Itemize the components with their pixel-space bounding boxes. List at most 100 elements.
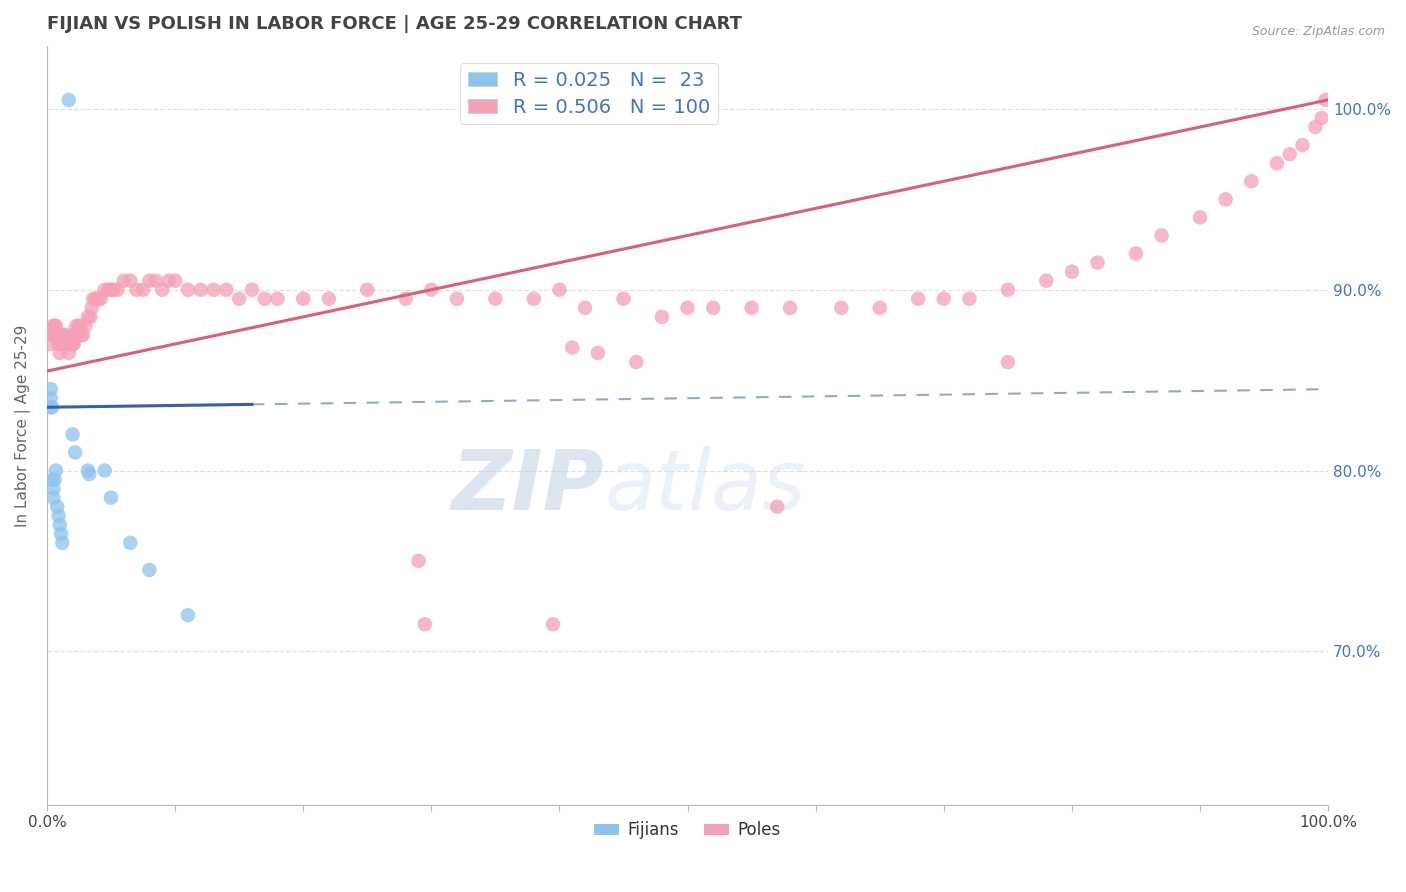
Point <box>107 283 129 297</box>
Point <box>63 445 86 459</box>
Point <box>58 93 80 107</box>
Point <box>766 500 789 514</box>
Text: ZIP: ZIP <box>451 446 605 526</box>
Point <box>651 310 673 324</box>
Point <box>1305 120 1327 134</box>
Point <box>103 283 125 297</box>
Point <box>41 473 63 487</box>
Point <box>48 337 70 351</box>
Point <box>59 337 82 351</box>
Point <box>44 318 66 333</box>
Point <box>62 337 84 351</box>
Point <box>100 283 122 297</box>
Point <box>413 617 436 632</box>
Point <box>82 292 104 306</box>
Point <box>420 283 443 297</box>
Point <box>202 283 225 297</box>
Point <box>1265 156 1288 170</box>
Point <box>523 292 546 306</box>
Point <box>165 274 187 288</box>
Point <box>60 337 83 351</box>
Point <box>49 526 72 541</box>
Point <box>869 301 891 315</box>
Point <box>39 401 62 415</box>
Point <box>574 301 596 315</box>
Point <box>51 536 73 550</box>
Point <box>120 274 142 288</box>
Point <box>46 327 69 342</box>
Point <box>177 283 200 297</box>
Point <box>907 292 929 306</box>
Point <box>612 292 634 306</box>
Point <box>1087 255 1109 269</box>
Point <box>53 337 76 351</box>
Point <box>65 318 87 333</box>
Point <box>45 318 67 333</box>
Point <box>90 292 112 306</box>
Point <box>69 318 91 333</box>
Point <box>145 274 167 288</box>
Point <box>702 301 724 315</box>
Point <box>39 391 62 405</box>
Point <box>1310 111 1333 125</box>
Point <box>77 467 100 482</box>
Point <box>39 337 62 351</box>
Point <box>1278 147 1301 161</box>
Point <box>240 283 263 297</box>
Point <box>80 301 103 315</box>
Point <box>215 283 238 297</box>
Point <box>93 464 115 478</box>
Point <box>51 327 73 342</box>
Point <box>41 327 63 342</box>
Point <box>72 327 94 342</box>
Point <box>408 554 430 568</box>
Text: FIJIAN VS POLISH IN LABOR FORCE | AGE 25-29 CORRELATION CHART: FIJIAN VS POLISH IN LABOR FORCE | AGE 25… <box>46 15 742 33</box>
Point <box>49 337 72 351</box>
Point <box>150 283 173 297</box>
Point <box>318 292 340 306</box>
Point <box>548 283 571 297</box>
Point <box>177 608 200 623</box>
Point <box>42 327 65 342</box>
Point <box>253 292 276 306</box>
Point <box>125 283 148 297</box>
Point <box>395 292 418 306</box>
Point <box>190 283 212 297</box>
Point <box>1150 228 1173 243</box>
Legend: Fijians, Poles: Fijians, Poles <box>588 814 787 846</box>
Point <box>586 346 609 360</box>
Point <box>97 283 120 297</box>
Point <box>70 327 93 342</box>
Point <box>62 327 84 342</box>
Point <box>67 318 90 333</box>
Point <box>1125 246 1147 260</box>
Point <box>356 283 378 297</box>
Point <box>39 382 62 396</box>
Point <box>93 283 115 297</box>
Text: atlas: atlas <box>605 446 806 526</box>
Point <box>49 517 72 532</box>
Point <box>42 491 65 505</box>
Point <box>55 327 77 342</box>
Point <box>56 337 79 351</box>
Point <box>62 427 84 442</box>
Point <box>55 337 77 351</box>
Point <box>87 292 110 306</box>
Point <box>49 346 72 360</box>
Point <box>1240 174 1263 188</box>
Point <box>46 500 69 514</box>
Point <box>1189 211 1212 225</box>
Y-axis label: In Labor Force | Age 25-29: In Labor Force | Age 25-29 <box>15 324 31 526</box>
Point <box>446 292 468 306</box>
Point <box>626 355 648 369</box>
Point <box>41 401 63 415</box>
Point <box>77 310 100 324</box>
Point <box>997 355 1019 369</box>
Point <box>52 337 75 351</box>
Point <box>1291 138 1313 153</box>
Point <box>75 318 97 333</box>
Point <box>100 491 122 505</box>
Point <box>1315 93 1337 107</box>
Point <box>484 292 506 306</box>
Point <box>48 508 70 523</box>
